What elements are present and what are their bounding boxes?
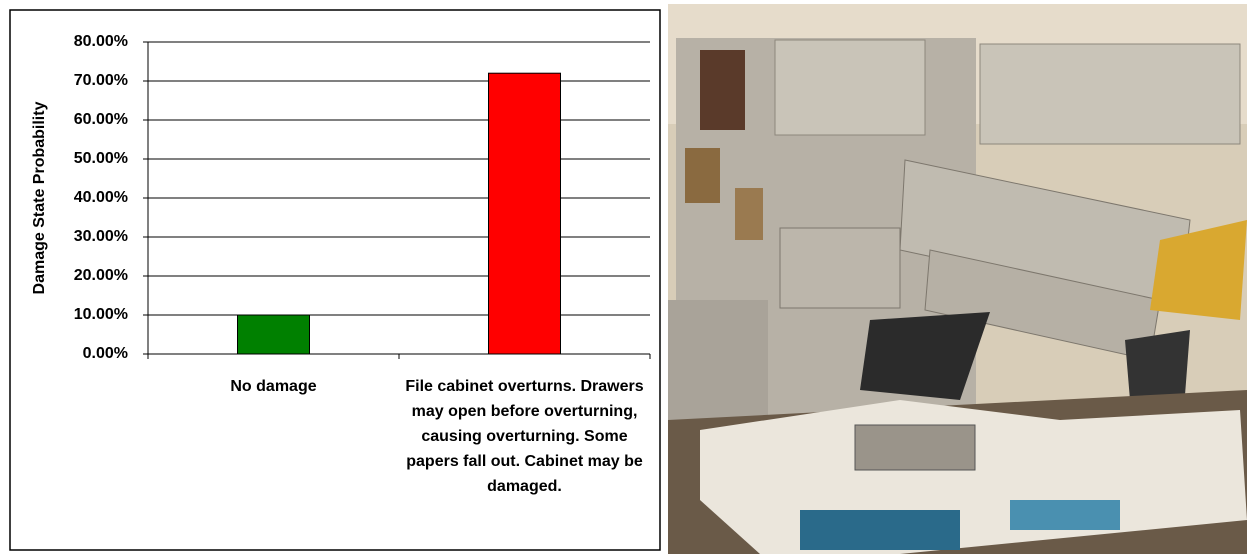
y-axis-title: Damage State Probability <box>31 101 48 294</box>
x-tick-label: No damage <box>230 378 317 395</box>
y-tick-label: 0.00% <box>83 345 128 362</box>
x-tick-label: File cabinet overturns. Drawers may open… <box>405 378 644 495</box>
y-tick-label: 10.00% <box>74 306 128 323</box>
bar <box>488 72 561 355</box>
bar <box>237 314 310 355</box>
photo <box>668 4 1247 554</box>
y-tick-label: 40.00% <box>74 189 128 206</box>
y-tick-label: 60.00% <box>74 111 128 128</box>
y-tick-label: 50.00% <box>74 150 128 167</box>
y-tick-label: 30.00% <box>74 228 128 245</box>
y-tick-label: 20.00% <box>74 267 128 284</box>
y-tick-label: 80.00% <box>74 33 128 50</box>
y-tick-label: 70.00% <box>74 72 128 89</box>
